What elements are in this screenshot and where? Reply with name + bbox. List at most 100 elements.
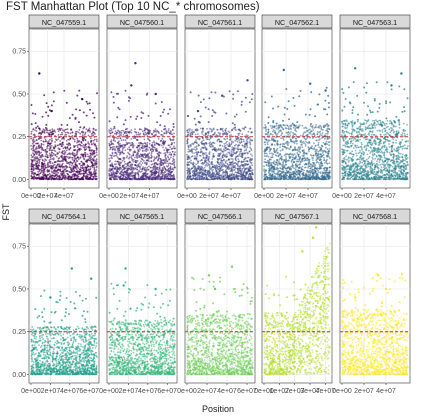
data-point — [117, 151, 119, 153]
data-point — [114, 172, 117, 175]
data-point — [93, 116, 96, 119]
data-point — [323, 159, 325, 162]
data-point — [167, 162, 170, 165]
data-point — [62, 160, 65, 162]
data-point — [264, 143, 267, 146]
data-point — [198, 154, 201, 157]
data-point — [130, 144, 133, 147]
data-point — [294, 168, 297, 171]
data-point — [33, 172, 35, 175]
data-point — [241, 178, 244, 181]
data-point — [151, 163, 154, 165]
data-point — [115, 169, 118, 172]
data-point — [154, 134, 156, 137]
data-point — [245, 176, 247, 179]
data-point — [30, 130, 33, 133]
data-point — [41, 163, 44, 165]
data-point — [82, 178, 85, 181]
data-point — [84, 149, 86, 152]
data-point — [113, 148, 116, 151]
data-point — [189, 171, 191, 174]
data-point — [108, 169, 111, 171]
data-point — [66, 143, 68, 146]
data-point — [225, 112, 228, 115]
data-point — [156, 178, 159, 181]
data-point — [125, 173, 128, 176]
data-point — [78, 109, 81, 112]
data-point — [90, 165, 93, 167]
data-point — [116, 178, 119, 180]
data-point — [130, 169, 132, 171]
data-point — [235, 138, 238, 141]
data-point — [226, 155, 229, 158]
data-point — [265, 148, 268, 151]
data-point — [122, 143, 124, 146]
data-point — [166, 151, 169, 154]
data-point — [110, 127, 112, 130]
data-point — [38, 160, 41, 163]
data-point — [68, 171, 71, 174]
data-point — [91, 151, 94, 154]
data-point — [206, 127, 208, 130]
data-point — [42, 167, 45, 170]
data-point — [52, 91, 55, 94]
data-point — [274, 154, 277, 157]
data-point — [43, 176, 46, 179]
data-point — [33, 144, 36, 147]
facet-strip-label: NC_047559.1 — [42, 18, 86, 27]
data-point — [187, 131, 190, 134]
data-point — [118, 158, 120, 160]
data-point — [206, 131, 209, 134]
data-point — [245, 134, 248, 137]
data-point — [171, 174, 173, 177]
data-point — [87, 155, 89, 158]
data-point — [108, 167, 111, 170]
data-point — [157, 159, 160, 161]
data-point — [80, 160, 83, 163]
data-point — [121, 159, 124, 162]
data-point — [124, 89, 127, 92]
data-point — [53, 147, 55, 150]
data-point — [154, 175, 157, 178]
data-point — [219, 128, 222, 130]
x-tick-label: 2e+07 — [119, 193, 139, 200]
data-point — [130, 156, 133, 159]
data-point — [37, 137, 40, 140]
data-point — [63, 177, 65, 180]
data-point — [315, 136, 317, 139]
data-point — [227, 151, 230, 154]
data-point — [76, 146, 79, 149]
data-point — [51, 133, 54, 135]
data-point — [40, 155, 43, 158]
data-point — [45, 153, 48, 156]
data-point — [161, 142, 164, 145]
data-point — [243, 149, 246, 152]
data-point — [225, 159, 228, 162]
data-point — [271, 156, 274, 159]
data-point — [36, 173, 38, 176]
data-point — [199, 115, 202, 118]
data-point — [224, 129, 227, 132]
data-point — [250, 98, 253, 101]
data-point — [165, 165, 168, 168]
data-point — [118, 149, 121, 152]
data-point — [124, 119, 127, 122]
data-point — [217, 174, 220, 176]
data-point — [231, 158, 234, 161]
data-point — [298, 148, 301, 151]
data-point — [75, 174, 77, 177]
data-point — [71, 113, 74, 116]
data-point — [117, 175, 119, 178]
data-point — [206, 169, 209, 172]
data-point — [42, 159, 44, 162]
data-point — [43, 131, 46, 134]
data-point — [123, 160, 126, 163]
data-point — [43, 129, 46, 132]
data-point — [117, 137, 119, 140]
data-point — [64, 129, 66, 131]
data-point — [211, 163, 214, 166]
data-point — [111, 151, 114, 154]
data-point — [110, 178, 112, 181]
data-point — [76, 160, 79, 163]
data-point — [35, 142, 37, 145]
